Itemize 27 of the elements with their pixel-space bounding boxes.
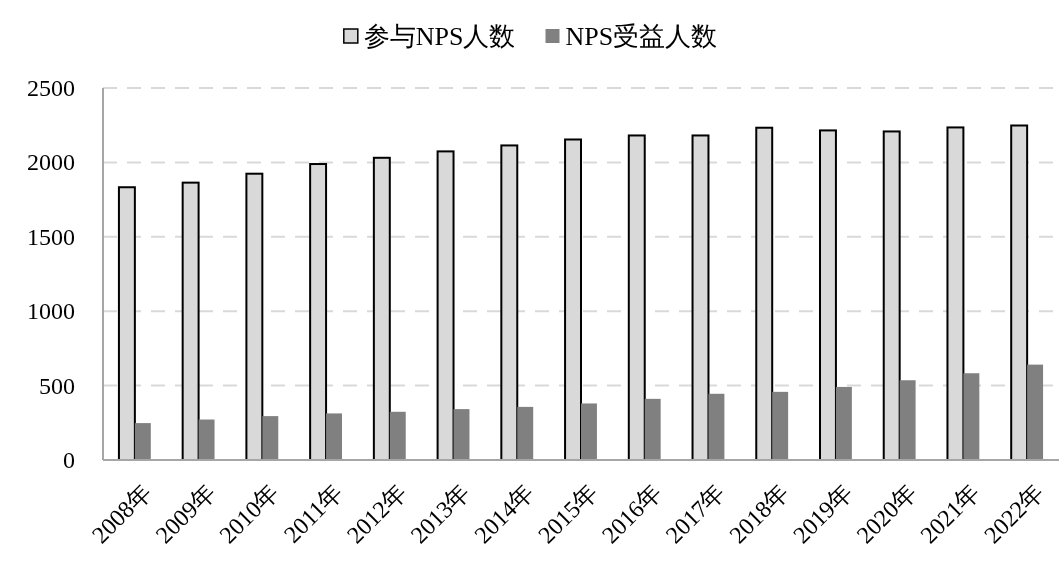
bar [436, 150, 455, 461]
bar [326, 413, 342, 460]
y-tick-label: 1500 [27, 223, 75, 250]
bar [245, 172, 264, 461]
bar [627, 134, 646, 461]
legend-label: 参与NPS人数 [363, 21, 516, 51]
bar [134, 423, 151, 460]
bar [772, 391, 789, 460]
bar [899, 380, 916, 460]
y-tick-label: 2500 [27, 75, 75, 101]
bar [453, 409, 470, 460]
bar [389, 411, 406, 460]
bar [963, 373, 980, 460]
bar [708, 393, 725, 460]
legend-label: NPS受益人数 [565, 21, 718, 51]
y-tick-label: 2000 [27, 149, 75, 176]
bar [835, 386, 852, 460]
bar [517, 406, 534, 460]
bar [198, 419, 215, 460]
y-tick-label: 1000 [27, 298, 75, 325]
bar [1027, 364, 1044, 460]
bar [644, 398, 661, 460]
y-tick-label: 0 [63, 447, 75, 473]
bar [819, 129, 837, 461]
bar [581, 403, 597, 460]
bar [262, 416, 279, 460]
y-tick-label: 500 [39, 372, 75, 399]
